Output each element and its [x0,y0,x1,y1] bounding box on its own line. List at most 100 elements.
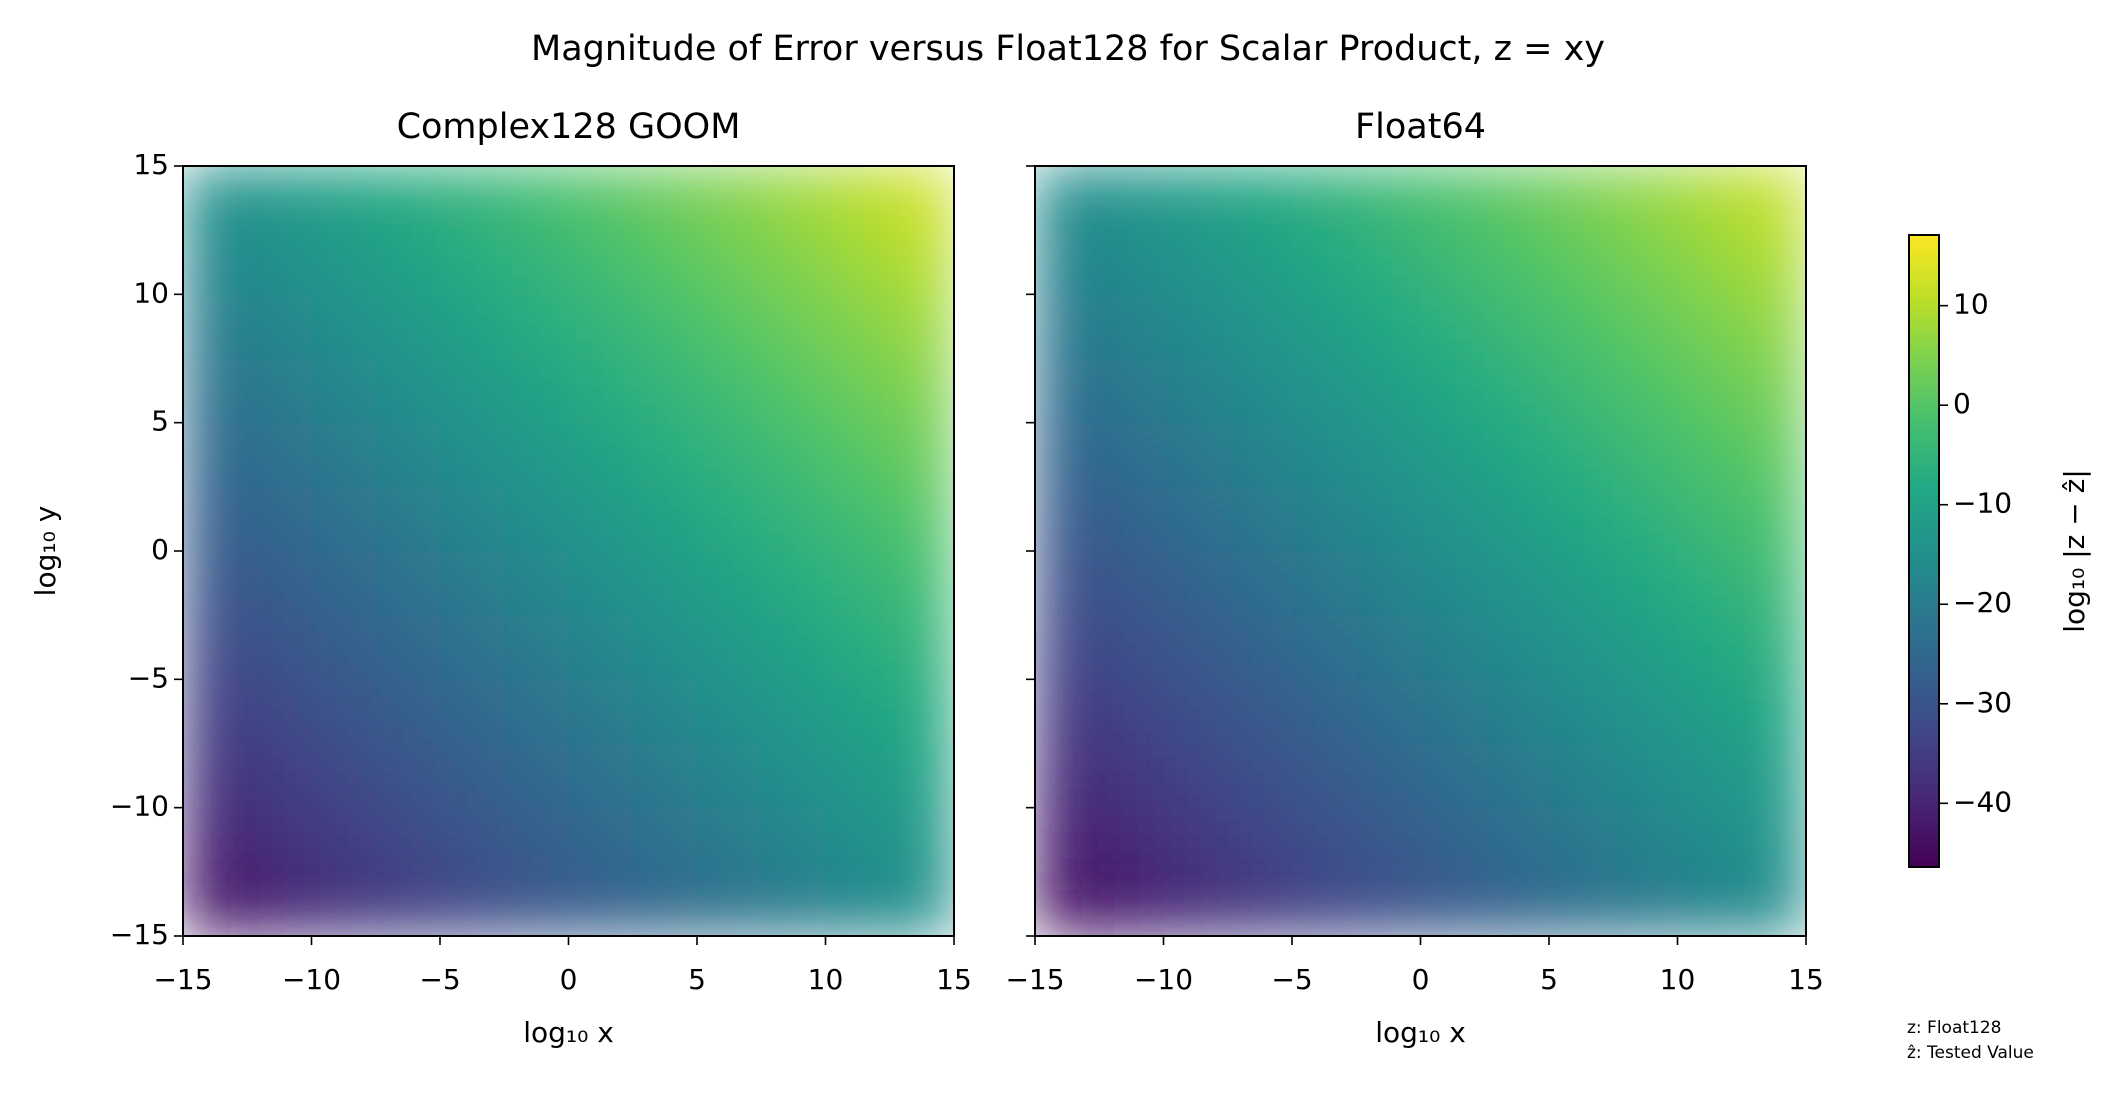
heat-cell [1292,486,1357,552]
colorbar-label: log₁₀ |z − ẑ| [2058,469,2091,633]
heat-cell [1741,166,1806,231]
heat-cell [568,679,634,745]
heat-cell [1099,551,1165,616]
heat-cell [311,743,377,809]
x-tick-label: 10 [1660,963,1696,996]
heat-cell [825,294,891,360]
x-tick-label: −10 [1134,963,1193,996]
y-tick-label: 5 [151,405,169,438]
heat-cell [1741,422,1806,488]
x-tick-label: 15 [1788,963,1824,996]
heat-cell [247,615,313,680]
heat-cell [1035,807,1100,873]
heat-cell [568,871,634,936]
heat-cell [1420,294,1486,360]
heat-cell [1163,294,1229,360]
heat-cell [1420,871,1486,936]
heat-cell [1163,615,1229,680]
heat-cell [311,679,377,745]
heat-cell [375,230,441,295]
heat-cell [504,230,570,295]
x-tick-label: 0 [1412,963,1430,996]
heat-cell [183,294,248,360]
heat-cell [1613,615,1679,680]
heat-cell [825,422,891,488]
heat-cell [632,871,698,936]
heat-cell [697,551,762,616]
heat-cell [1613,807,1679,873]
heat-cell [1420,486,1486,552]
heat-cell [1677,230,1743,295]
heat-cell [825,358,891,424]
heat-cell [1549,358,1614,424]
heat-cell [1163,230,1229,295]
heat-cell [761,294,827,360]
note: ẑ: Tested Value [1907,1043,2034,1063]
heat-cell [1099,486,1165,552]
heat-cell [247,422,313,488]
heat-cell [1035,230,1100,295]
heat-cell [1356,422,1422,488]
heat-cell [1484,422,1550,488]
heat-cell [1163,422,1229,488]
heat-cell [1099,807,1165,873]
heat-cell [697,871,762,936]
heat-cell [1484,166,1550,231]
heat-cell [504,679,570,745]
heat-cell [761,615,827,680]
heat-cell [247,486,313,552]
heat-cell [375,871,441,936]
heat-cell [1035,615,1100,680]
heat-cell [1099,422,1165,488]
heat-cell [1484,679,1550,745]
heat-cell [1549,679,1614,745]
heat-cell [1292,743,1357,809]
colorbar-tick-label: 0 [1953,387,1971,420]
heat-cell [1356,358,1422,424]
heat-cell [247,871,313,936]
heat-cell [761,743,827,809]
heat-cell [440,743,505,809]
colorbar-tick-label: −30 [1953,686,2012,719]
heat-cell [1677,166,1743,231]
heat-cell [183,358,248,424]
heat-cell [889,166,954,231]
heat-cell [311,230,377,295]
heat-cell [761,486,827,552]
heat-cell [311,294,377,360]
heat-cell [1613,679,1679,745]
x-tick-label: 15 [936,963,972,996]
x-tick-label: −10 [282,963,341,996]
heat-cell [1035,551,1100,616]
heat-cell [825,615,891,680]
heat-cell [1741,230,1806,295]
heat-cell [1099,294,1165,360]
heat-cell [1292,422,1357,488]
y-tick-label: 0 [151,533,169,566]
heat-cell [375,486,441,552]
chart-title: Magnitude of Error versus Float128 for S… [531,29,1605,69]
heat-cell [1484,743,1550,809]
heat-cell [1292,551,1357,616]
x-tick-label: 0 [560,963,578,996]
heat-cell [375,166,441,231]
heat-cell [440,230,505,295]
heat-cell [375,551,441,616]
heat-cell [1227,166,1293,231]
heat-cell [1549,871,1614,936]
heat-cell [1035,679,1100,745]
heat-cell [1484,871,1550,936]
heat-cell [1549,422,1614,488]
panel-title: Float64 [1355,107,1486,147]
x-tick-label: 5 [688,963,706,996]
x-axis-label: log₁₀ x [523,1016,614,1049]
heat-cell [1677,422,1743,488]
x-tick-label: 5 [1540,963,1558,996]
heat-cell [761,679,827,745]
heat-cell [311,358,377,424]
heat-cell [1420,679,1486,745]
heat-cell [889,486,954,552]
heat-cell [1292,807,1357,873]
heat-cell [889,358,954,424]
heat-cell [1420,358,1486,424]
